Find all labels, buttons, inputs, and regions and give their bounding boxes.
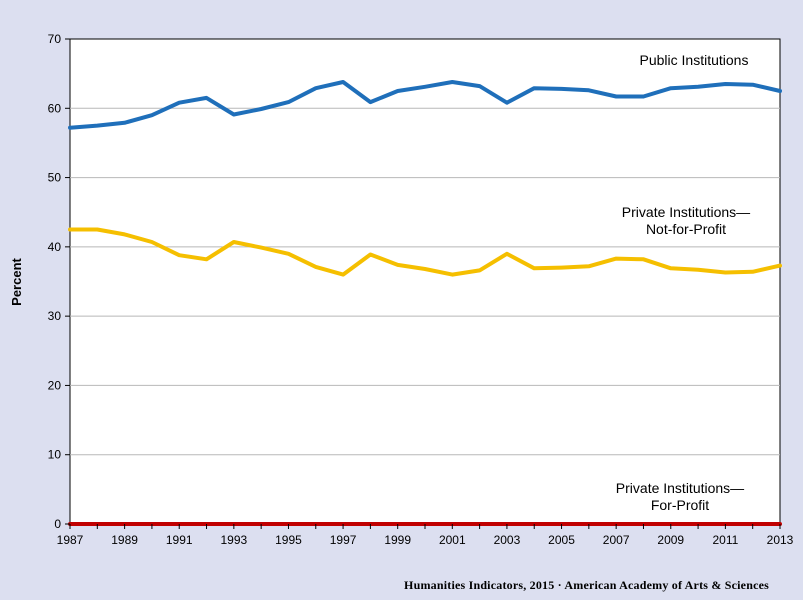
x-tick-label: 2007 <box>603 533 630 547</box>
series-label-0: Public Institutions <box>640 52 749 68</box>
x-tick-label: 1993 <box>220 533 247 547</box>
y-tick-label: 0 <box>54 517 61 531</box>
series-label-1: Private Institutions— Not-for-Profit <box>622 204 750 237</box>
x-tick-label: 2003 <box>494 533 521 547</box>
x-tick-label: 1995 <box>275 533 302 547</box>
y-tick-label: 20 <box>48 378 62 392</box>
source-credit: Humanities Indicators, 2015 · American A… <box>404 578 769 592</box>
x-tick-label: 1987 <box>57 533 84 547</box>
x-tick-label: 2001 <box>439 533 466 547</box>
y-tick-label: 30 <box>48 309 62 323</box>
axes: 0 10 20 30 40 50 60 70 1987 1989 1991 1993 1995 1997 1… <box>48 32 794 547</box>
series-line-0 <box>68 80 782 130</box>
y-tick-label: 10 <box>48 448 62 462</box>
series-label-line: Public Institutions <box>640 52 749 68</box>
series-label-line: For-Profit <box>651 497 709 513</box>
x-tick-label: 2013 <box>767 533 794 547</box>
series-label-line: Private Institutions— <box>622 204 750 220</box>
x-tick-label: 1999 <box>384 533 411 547</box>
x-tick-label: 2011 <box>712 533 738 547</box>
series-label-line: Not-for-Profit <box>646 221 726 237</box>
y-tick-label: 50 <box>48 171 62 185</box>
series-labels: Public Institutions Private Institutions—… <box>616 52 750 513</box>
y-tick-label: 40 <box>48 240 62 254</box>
series-label-2: Private Institutions— For-Profit <box>616 480 744 513</box>
y-tick-label: 60 <box>48 101 62 115</box>
x-tick-label: 2009 <box>657 533 684 547</box>
gridlines <box>70 107 780 456</box>
x-tick-label: 1997 <box>330 533 357 547</box>
series-label-line: Private Institutions— <box>616 480 744 496</box>
y-tick-label: 70 <box>48 32 62 46</box>
x-tick-label: 1989 <box>111 533 138 547</box>
x-tick-label: 2005 <box>548 533 575 547</box>
plot-area <box>69 38 781 525</box>
series-line-1 <box>68 227 782 277</box>
x-tick-label: 1991 <box>166 533 193 547</box>
y-axis-title: Percent <box>9 257 24 305</box>
